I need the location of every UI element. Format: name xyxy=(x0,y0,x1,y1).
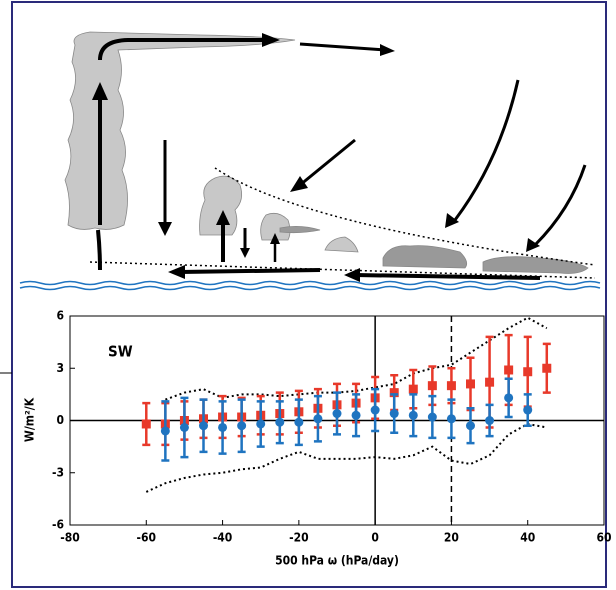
marker xyxy=(542,363,552,373)
marker xyxy=(408,384,418,394)
arrow xyxy=(96,229,102,271)
arrowhead xyxy=(445,213,459,228)
ocean xyxy=(19,280,601,291)
marker xyxy=(199,421,208,431)
y-tick-label: -3 xyxy=(52,465,64,479)
marker xyxy=(218,422,228,432)
arrow xyxy=(453,79,520,221)
y-axis-label: W/m²/K xyxy=(23,397,37,442)
marker xyxy=(179,422,189,432)
y-tick-label: 3 xyxy=(56,361,64,375)
marker xyxy=(313,414,323,424)
marker xyxy=(504,365,514,375)
arrow xyxy=(299,42,386,52)
marker xyxy=(389,388,399,398)
marker xyxy=(351,410,361,420)
annotation: SW xyxy=(108,343,133,361)
marker xyxy=(408,410,418,420)
deep-cloud xyxy=(64,31,296,230)
marker xyxy=(427,381,437,391)
marker xyxy=(504,393,514,403)
outflow xyxy=(279,226,321,234)
marker xyxy=(370,405,380,415)
marker xyxy=(523,367,533,377)
arrowhead xyxy=(344,268,360,282)
arrow xyxy=(299,138,356,187)
x-tick-label: -80 xyxy=(60,531,80,545)
marker xyxy=(485,416,495,425)
marker xyxy=(332,409,342,419)
arrow xyxy=(533,164,587,247)
marker xyxy=(466,421,475,431)
congestus xyxy=(199,175,243,236)
x-tick-label: -60 xyxy=(137,531,157,545)
marker xyxy=(237,421,247,431)
x-tick-label: -40 xyxy=(213,531,233,545)
marker xyxy=(256,419,266,429)
x-tick-label: 40 xyxy=(520,531,535,545)
arrowhead xyxy=(526,238,540,252)
x-tick-label: 60 xyxy=(596,531,611,545)
cumulus xyxy=(260,212,291,241)
marker xyxy=(466,379,475,389)
arrowhead xyxy=(290,176,308,192)
marker xyxy=(294,417,304,427)
arrows xyxy=(96,38,587,280)
marker xyxy=(389,409,399,419)
marker xyxy=(523,405,533,415)
arrowhead xyxy=(270,233,280,244)
arrow xyxy=(179,268,321,274)
arrowhead xyxy=(216,210,230,225)
y-tick-label: -6 xyxy=(52,518,64,532)
arrowhead xyxy=(240,248,250,258)
x-tick-label: 20 xyxy=(444,531,459,545)
arrowhead xyxy=(168,265,185,279)
arrowhead xyxy=(158,222,172,236)
marker xyxy=(446,381,456,391)
marker xyxy=(160,426,170,436)
marker xyxy=(275,417,285,427)
marker xyxy=(427,412,437,422)
arrowhead xyxy=(92,82,108,100)
x-tick-label: -20 xyxy=(289,531,309,545)
marker xyxy=(485,377,495,387)
stratocumulus xyxy=(382,245,468,269)
x-tick-label: 0 xyxy=(371,531,379,545)
arrowhead xyxy=(262,33,280,47)
y-tick-label: 6 xyxy=(56,309,64,323)
y-tick-label: 0 xyxy=(56,413,64,427)
arrow xyxy=(98,38,265,61)
arrowhead xyxy=(380,44,395,56)
marker xyxy=(446,414,456,424)
boundary-layer xyxy=(89,167,596,279)
marker xyxy=(141,419,151,429)
cumulus-small xyxy=(324,236,359,253)
arrow xyxy=(354,273,541,280)
arrowheads xyxy=(92,33,540,282)
x-axis-label: 500 hPa ω (hPa/day) xyxy=(275,554,399,568)
